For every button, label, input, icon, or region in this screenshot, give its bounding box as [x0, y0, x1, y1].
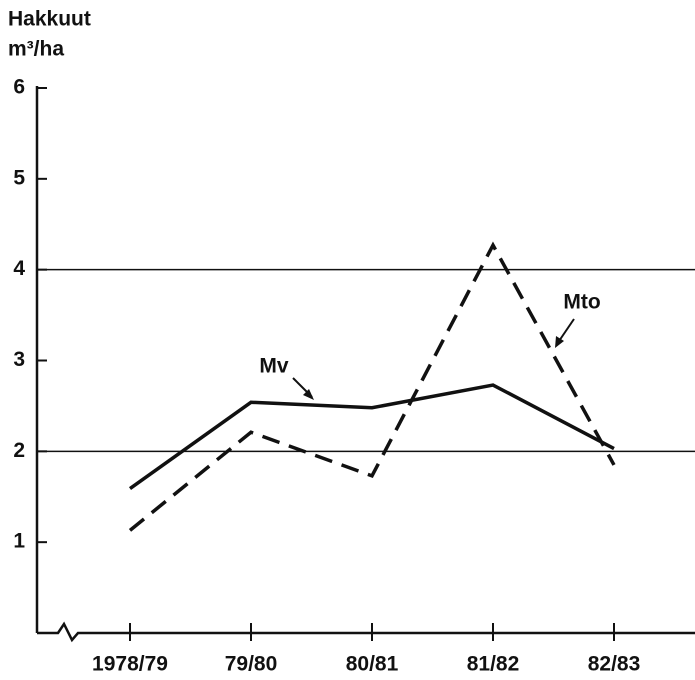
- x-axis: [37, 621, 695, 643]
- y-tick-label: 2: [13, 439, 25, 462]
- series-label: Mto: [563, 291, 600, 314]
- y-tick-label: 6: [13, 76, 25, 99]
- series-line: [128, 383, 615, 490]
- arrow-head: [555, 336, 564, 348]
- x-tick-label: 79/80: [225, 653, 278, 676]
- y-tick-label: 4: [13, 257, 25, 280]
- y-axis-label: m³/ha: [8, 38, 64, 61]
- x-tick-label: 80/81: [346, 653, 399, 676]
- y-axis-label: Hakkuut: [8, 8, 91, 31]
- series-label: Mv: [259, 355, 288, 378]
- y-tick-label: 3: [13, 348, 25, 371]
- x-tick-label: 81/82: [467, 653, 520, 676]
- x-tick-label: 1978/79: [92, 653, 168, 676]
- arrow-head: [303, 389, 314, 400]
- y-tick-label: 5: [13, 166, 25, 189]
- series-line: [128, 241, 616, 532]
- y-tick-label: 1: [13, 530, 25, 553]
- x-tick-label: 82/83: [588, 653, 641, 676]
